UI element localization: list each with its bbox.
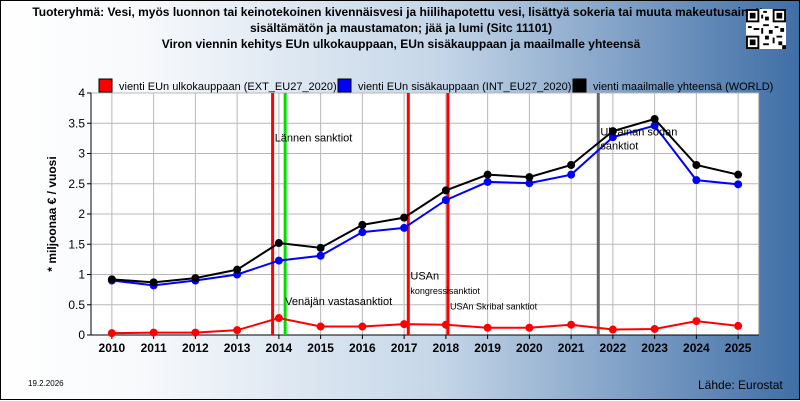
data-point bbox=[441, 320, 450, 329]
data-point bbox=[692, 317, 701, 326]
source-note: Lähde: Eurostat bbox=[698, 378, 783, 392]
data-point bbox=[191, 274, 200, 283]
date-stamp: 19.2.2026 bbox=[28, 379, 64, 388]
data-point bbox=[358, 322, 367, 331]
data-point bbox=[358, 228, 367, 237]
data-point bbox=[608, 325, 617, 334]
data-point bbox=[483, 323, 492, 332]
chart-title: Tuoteryhmä: Vesi, myös luonnon tai keino… bbox=[32, 5, 770, 19]
y-tick-label: 1 bbox=[78, 268, 85, 282]
y-tick-label: 2 bbox=[78, 207, 85, 221]
x-tick-label: 2022 bbox=[600, 341, 627, 355]
data-point bbox=[233, 326, 242, 335]
data-point bbox=[358, 220, 367, 229]
x-tick-label: 2011 bbox=[141, 341, 167, 355]
annotation-label: USAn bbox=[410, 270, 439, 282]
y-tick-label: 3.5 bbox=[68, 116, 85, 130]
data-point bbox=[441, 196, 450, 205]
data-point bbox=[274, 314, 283, 323]
legend-label: vienti EUn sisäkauppaan (INT_EU27_2020) bbox=[358, 81, 571, 93]
data-point bbox=[441, 186, 450, 195]
data-point bbox=[734, 170, 743, 179]
x-tick-label: 2013 bbox=[224, 341, 251, 355]
data-point bbox=[734, 321, 743, 330]
legend-swatch bbox=[572, 78, 587, 93]
chart-title-block: Tuoteryhmä: Vesi, myös luonnon tai keino… bbox=[1, 4, 800, 52]
x-tick-label: 2018 bbox=[433, 341, 460, 355]
y-tick-label: 0.5 bbox=[68, 298, 85, 312]
series-line bbox=[111, 124, 739, 287]
data-point bbox=[191, 328, 200, 337]
data-point bbox=[734, 180, 743, 189]
legend-swatch bbox=[337, 78, 352, 93]
y-tick-label: 0 bbox=[78, 328, 85, 342]
data-point bbox=[692, 160, 701, 169]
x-tick-label: 2023 bbox=[641, 341, 668, 355]
x-tick-label: 2015 bbox=[307, 341, 334, 355]
data-point bbox=[400, 213, 409, 222]
data-point bbox=[608, 127, 617, 136]
data-point bbox=[400, 320, 409, 329]
data-point bbox=[149, 328, 158, 337]
data-point bbox=[567, 170, 576, 179]
x-tick-label: 2017 bbox=[391, 341, 418, 355]
y-axis-label: * miljoonaa € / vuosi bbox=[45, 156, 59, 271]
data-point bbox=[483, 170, 492, 179]
series-line bbox=[111, 117, 739, 284]
x-tick-label: 2019 bbox=[474, 341, 501, 355]
qr-code-icon bbox=[746, 9, 786, 49]
x-tick-label: 2021 bbox=[558, 341, 585, 355]
data-point bbox=[274, 256, 283, 265]
chart-title-line2: sisältämätön ja maustamaton; jää ja lumi… bbox=[249, 21, 553, 35]
data-point bbox=[233, 265, 242, 274]
annotation-label: USAn Skribal sanktiot bbox=[450, 302, 538, 312]
x-tick-label: 2012 bbox=[182, 341, 209, 355]
data-point bbox=[567, 160, 576, 169]
annotation-label: sanktiot bbox=[600, 140, 638, 152]
data-point bbox=[650, 115, 659, 124]
annotation-label: kongressisanktiot bbox=[410, 286, 480, 296]
x-tick-label: 2016 bbox=[349, 341, 376, 355]
x-tick-label: 2024 bbox=[683, 341, 710, 355]
data-point bbox=[316, 322, 325, 331]
x-tick-label: 2010 bbox=[99, 341, 126, 355]
annotation-label: Venäjän vastasanktiot bbox=[285, 296, 392, 308]
legend-label: vienti EUn ulkokauppaan (EXT_EU27_2020) bbox=[119, 81, 337, 93]
data-point bbox=[525, 173, 534, 182]
legend-label: vienti maailmalle yhteensä (WORLD) bbox=[593, 81, 773, 93]
y-tick-label: 3 bbox=[78, 147, 85, 161]
data-point bbox=[400, 223, 409, 232]
x-tick-label: 2014 bbox=[266, 341, 293, 355]
annotation-label: Lännen sanktiot bbox=[275, 132, 353, 144]
x-tick-label: 2020 bbox=[516, 341, 543, 355]
data-point bbox=[567, 320, 576, 329]
data-point bbox=[316, 243, 325, 252]
y-tick-label: 4 bbox=[78, 86, 85, 100]
data-point bbox=[274, 239, 283, 248]
chart-subtitle: Viron viennin kehitys EUn ulkokauppaan, … bbox=[161, 37, 641, 51]
data-point bbox=[525, 323, 534, 332]
data-point bbox=[316, 251, 325, 260]
y-tick-label: 2.5 bbox=[68, 177, 85, 191]
data-point bbox=[483, 177, 492, 186]
x-tick-label: 2025 bbox=[725, 341, 752, 355]
legend-swatch bbox=[98, 78, 113, 93]
y-tick-label: 1.5 bbox=[68, 237, 85, 251]
data-point bbox=[149, 278, 158, 287]
series-line bbox=[111, 317, 739, 335]
data-point bbox=[107, 329, 116, 338]
data-point bbox=[692, 176, 701, 185]
data-point bbox=[650, 324, 659, 333]
annotation-label: Ukrainan sodan bbox=[600, 126, 677, 138]
data-point bbox=[107, 275, 116, 284]
